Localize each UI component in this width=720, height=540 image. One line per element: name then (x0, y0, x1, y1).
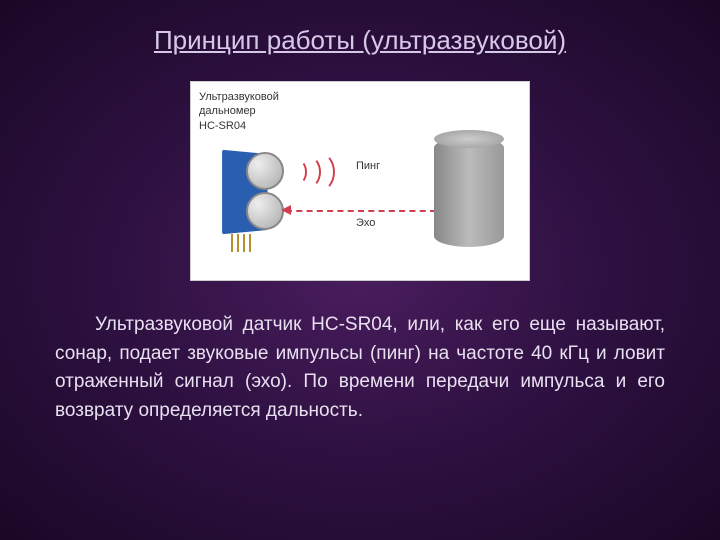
ping-label: Пинг (356, 160, 380, 172)
ultrasonic-diagram: Ультразвуковой дальномер HC-SR04 Пинг Эх… (190, 81, 530, 281)
slide-title: Принцип работы (ультразвуковой) (50, 25, 670, 56)
body-paragraph: Ультразвуковой датчик HC-SR04, или, как … (50, 311, 670, 425)
target-object-top (434, 130, 504, 148)
sensor-label: Ультразвуковой дальномер HC-SR04 (199, 90, 279, 133)
echo-line (286, 210, 436, 212)
target-object (434, 137, 504, 247)
sensor-pins (231, 234, 261, 254)
slide-container: Принцип работы (ультразвуковой) Ультразв… (0, 0, 720, 540)
sensor-label-line2: дальномер (199, 105, 256, 117)
echo-arrow-icon (281, 205, 291, 215)
sensor-label-line3: HC-SR04 (199, 120, 246, 132)
transducer-top (246, 152, 284, 190)
echo-label: Эхо (356, 217, 375, 229)
transducer-bottom (246, 192, 284, 230)
sensor-label-line1: Ультразвуковой (199, 91, 279, 103)
